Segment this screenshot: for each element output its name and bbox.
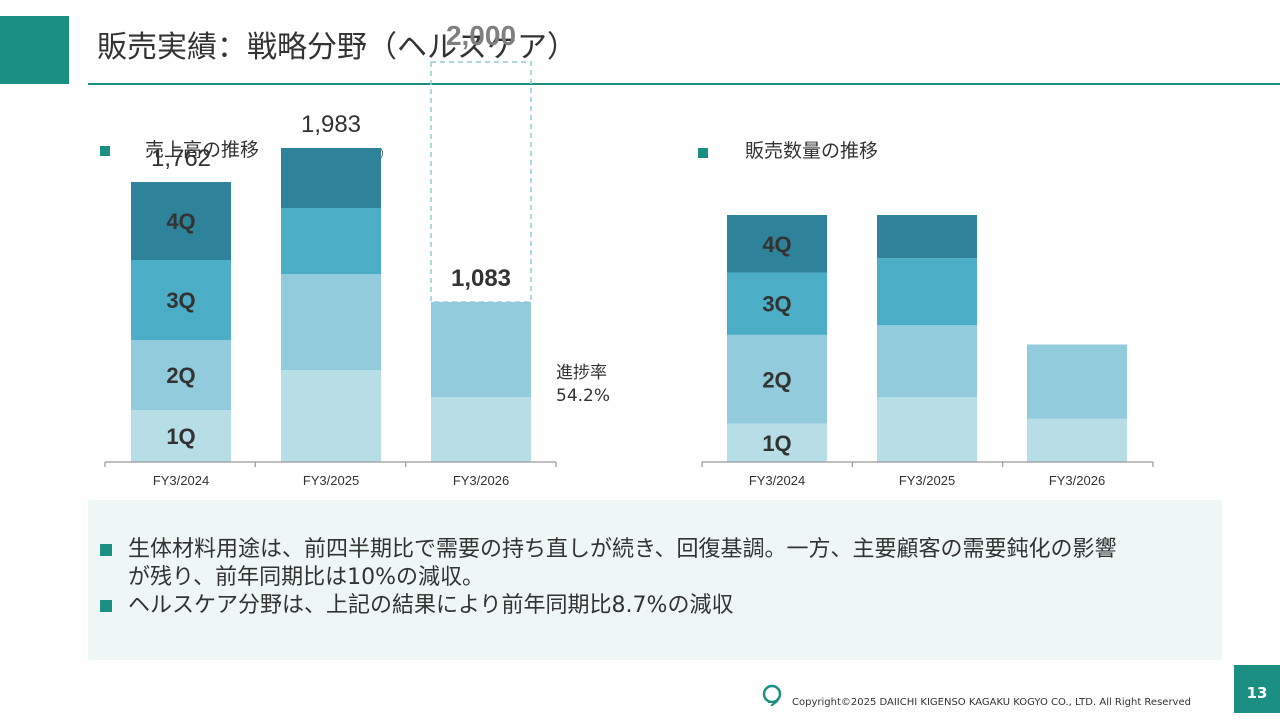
x-tick-label: FY3/2024 (749, 473, 805, 488)
bar-2q-fy3-2025 (877, 325, 977, 398)
x-tick-label: FY3/2026 (1049, 473, 1105, 488)
bar-1q-fy3-2024 (727, 423, 827, 462)
company-logo-icon (762, 684, 782, 706)
sales-heading-bullet-icon (100, 146, 110, 156)
segment-label-1q: 1Q (166, 424, 195, 449)
segment-label-2q: 2Q (762, 367, 791, 392)
title-divider (88, 83, 1280, 85)
page-number: 13 (1234, 665, 1280, 713)
forecast-outline (430, 61, 532, 303)
x-tick-label: FY3/2024 (153, 473, 209, 488)
bar-1q-fy3-2025 (281, 370, 381, 462)
bar-1q-fy3-2026 (431, 397, 531, 462)
bar-3q-fy3-2025 (281, 208, 381, 274)
note-bullet-icon (100, 544, 112, 556)
bar-4q-fy3-2025 (281, 148, 381, 208)
copyright-text: Copyright©2025 DAIICHI KIGENSO KAGAKU KO… (792, 697, 1191, 708)
bar-1q-fy3-2024 (131, 410, 231, 462)
segment-label-1q: 1Q (762, 431, 791, 456)
charts-canvas: 1Q 2Q 3Q 4Q FY3/2024 1,762 FY3/2025 1,983 FY3/20… (104, 20, 1154, 488)
forecast-total-label: 2,000 (446, 20, 516, 51)
bar-2q-fy3-2024 (131, 340, 231, 410)
note-bullet-icon (100, 600, 112, 612)
bar-1q-fy3-2026 (1027, 418, 1127, 462)
summary-box: 生体材料用途は、前四半期比で需要の持ち直しが続き、回復基調。一方、主要顧客の需要… (88, 500, 1222, 660)
bar-4q-fy3-2024 (727, 215, 827, 273)
bar-2q-fy3-2025 (281, 274, 381, 370)
sales-chart-heading: 売上高の推移 (145, 139, 260, 161)
x-tick-label: FY3/2025 (303, 473, 359, 488)
progress-label: 進捗率 (556, 363, 607, 383)
segment-label-4q: 4Q (762, 232, 791, 257)
x-tick-label: FY3/2025 (899, 473, 955, 488)
title-accent-block (0, 16, 69, 84)
note-line-1-cont: が残り、前年同期比は10%の減収。 (128, 565, 485, 590)
bar-1q-fy3-2025 (877, 397, 977, 462)
bar-4q-fy3-2025 (877, 215, 977, 259)
bar-3q-fy3-2025 (877, 258, 977, 326)
to-date-total-label: 1,083 (451, 265, 511, 292)
total-label: 1,762 (151, 145, 211, 172)
volume-heading-bullet-icon (698, 148, 708, 158)
volume-chart-heading: 販売数量の推移 (745, 140, 879, 162)
note-line-1: 生体材料用途は、前四半期比で需要の持ち直しが続き、回復基調。一方、主要顧客の需要… (128, 537, 1117, 562)
segment-label-3q: 3Q (166, 288, 195, 313)
segment-label-2q: 2Q (166, 363, 195, 388)
progress-value: 54.2% (556, 386, 611, 406)
bar-2q-fy3-2026 (431, 302, 531, 397)
total-label: 1,983 (301, 111, 361, 138)
x-tick-label: FY3/2026 (453, 473, 509, 488)
segment-label-4q: 4Q (166, 209, 195, 234)
page-title: 販売実績：戦略分野（ヘルスケア） (97, 30, 577, 65)
bar-2q-fy3-2026 (1027, 344, 1127, 419)
segment-label-3q: 3Q (762, 292, 791, 317)
bar-3q-fy3-2024 (131, 260, 231, 340)
bar-3q-fy3-2024 (727, 272, 827, 335)
note-line-2: ヘルスケア分野は、上記の結果により前年同期比8.7%の減収 (128, 593, 734, 618)
bar-2q-fy3-2024 (727, 334, 827, 424)
bar-4q-fy3-2024 (131, 182, 231, 260)
